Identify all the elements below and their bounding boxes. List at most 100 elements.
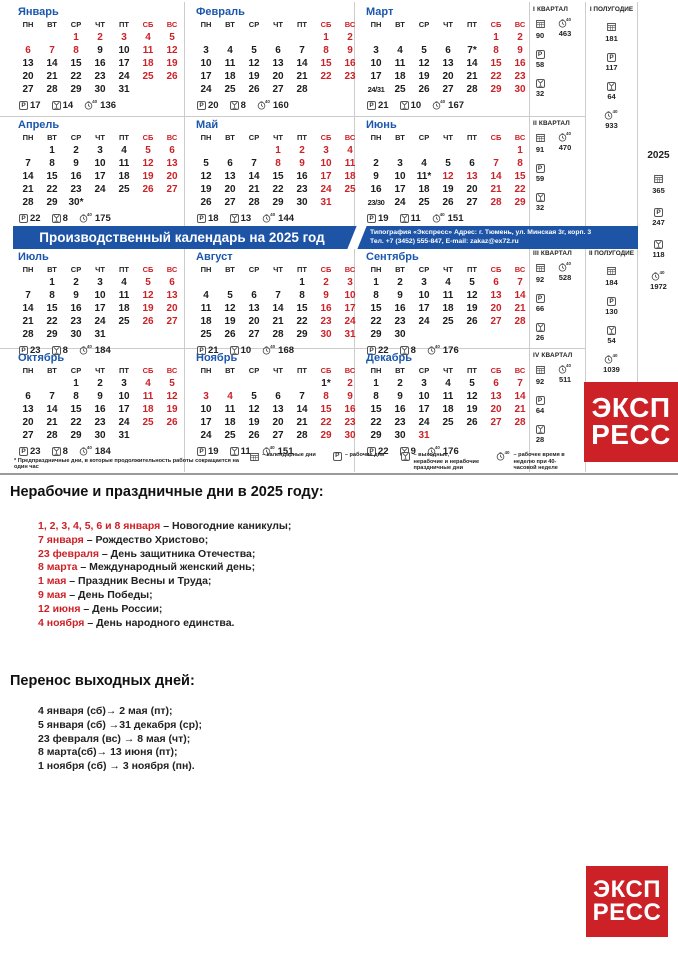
calendar-days-icon: [250, 452, 259, 464]
legend-item-text: – рабочие дни: [344, 452, 385, 458]
day-cell: 7*: [467, 45, 477, 56]
transfer-item: 1 ноября (сб) → 3 ноября (пн).: [38, 760, 195, 773]
day-cell: 20: [166, 171, 178, 182]
divider: [0, 348, 585, 349]
day-cell: 14: [248, 171, 260, 182]
day-cell: 11: [344, 158, 356, 169]
day-cell: 30: [344, 430, 356, 441]
day-cell: 26: [166, 417, 178, 428]
day-cell: 23: [344, 417, 356, 428]
day-cell: 11: [442, 290, 454, 301]
weekday-header: ВС: [166, 20, 178, 29]
work-hours-icon: 40: [257, 99, 271, 110]
work-hours-icon: 40: [558, 131, 572, 142]
weekday-header: ВС: [166, 366, 178, 375]
day-cell: 9: [97, 45, 103, 56]
legend-item-text: – календарные дни: [262, 452, 316, 458]
weekday-header: ПН: [22, 20, 34, 29]
day-cell: 5: [203, 158, 209, 169]
day-cell: 21: [22, 316, 34, 327]
day-cell: 28: [272, 329, 284, 340]
holiday-name: – Праздник Весны и Труда;: [69, 575, 212, 588]
working-days-count: 130: [605, 307, 618, 316]
stat-work-hours-count: 40 1972: [650, 270, 668, 291]
off-days-count: 8: [62, 446, 68, 457]
empty-cell: [508, 328, 532, 341]
weekday-header: ВТ: [395, 366, 405, 375]
day-cell: 4: [445, 378, 451, 389]
stat-off-days-count: 28: [531, 425, 549, 444]
work-hours-stat: 40 144: [262, 212, 294, 224]
holidays-section-title: Нерабочие и праздничные дни в 2025 году:: [10, 484, 324, 500]
empty-cell: [16, 31, 40, 44]
working-days-count: 23: [30, 345, 41, 356]
calendar-days-icon: [607, 22, 616, 33]
day-cell: 1: [493, 32, 499, 43]
day-cell: 7: [25, 158, 31, 169]
holiday-name: – День Победы;: [69, 588, 153, 601]
calendar-days-count: 184: [605, 278, 618, 287]
day-cell: 27: [490, 316, 502, 327]
weekday-header: ПТ: [467, 133, 477, 142]
day-cell: 8: [73, 45, 79, 56]
day-cell: 1: [373, 378, 379, 389]
month-july: Июль ПН ВТ СР ЧТ ПТ СБ ВС 1 2 3 4 5 6 7 8 9 10 11 12 13 14 15 1…: [16, 251, 184, 357]
day-cell: 7: [49, 45, 55, 56]
day-cell: 17: [344, 303, 356, 314]
weekday-header: ПТ: [119, 366, 129, 375]
weekday-header: ВС: [514, 133, 526, 142]
empty-cell: [484, 429, 508, 442]
day-cell: 26: [442, 197, 454, 208]
day-cell: 13: [442, 58, 454, 69]
off-days-icon: [399, 214, 409, 223]
day-cell: 21: [46, 71, 58, 82]
day-cell: 25: [442, 316, 454, 327]
day-cell: 29: [272, 197, 284, 208]
off-days-icon: [535, 79, 545, 88]
off-days-count: 10: [410, 100, 422, 111]
month-summary: Р 19 11 40 151: [367, 212, 532, 224]
weekday-header: ВТ: [395, 133, 405, 142]
weekday-header: ПН: [22, 366, 34, 375]
working-days-stat: Р 22: [19, 213, 41, 224]
month-may: Май ПН ВТ СР ЧТ ПТ СБ ВС 1 2 3 4 5 6 7 8 9 10 11 12 13 14 15 16…: [194, 119, 362, 225]
express-logo: ЭКСП РЕСС: [584, 382, 678, 462]
day-cell: 11: [394, 58, 406, 69]
holiday-name: – День народного единства.: [87, 616, 235, 629]
stat-calendar-days-count: 184: [603, 266, 621, 287]
day-cell: 1: [49, 277, 55, 288]
work-hours-stat: 40 176: [427, 344, 459, 356]
day-cell: 6: [445, 45, 451, 56]
day-cell: 24: [118, 71, 130, 82]
day-cell: 27: [224, 197, 236, 208]
weekday-header: ВС: [514, 20, 526, 29]
day-cell: 29: [46, 197, 58, 208]
work-hours-count: 167: [448, 100, 465, 111]
day-cell: 5: [227, 290, 233, 301]
day-cell: 27: [22, 430, 34, 441]
day-cell: 15: [272, 171, 284, 182]
day-cell: 22: [70, 71, 82, 82]
day-cell: 12: [224, 303, 236, 314]
work-hours-icon: 40: [496, 450, 510, 461]
day-cell: 31: [118, 430, 130, 441]
day-cell: 6: [275, 391, 281, 402]
off-days-stat: 11: [399, 213, 421, 224]
day-cell: 21: [46, 417, 58, 428]
logo-line2: РЕСС: [592, 898, 662, 926]
empty-cell: [436, 31, 460, 44]
day-cell: 4: [203, 290, 209, 301]
transfer-item: 5 января (сб) →31 декабря (ср);: [38, 718, 203, 731]
month-summary: Р 21 10 40 167: [367, 99, 532, 111]
day-cell: 9: [517, 45, 523, 56]
off-days-icon: [229, 101, 239, 110]
working-days-count: 58: [535, 60, 545, 69]
weekday-header: ВТ: [47, 366, 57, 375]
quarter-stats: 91 40 470 Р 59 32: [531, 131, 583, 212]
day-cell: 20: [224, 184, 236, 195]
working-days-stat: Р 17: [19, 100, 41, 111]
day-cell: 5: [145, 277, 151, 288]
empty-cell: [194, 31, 218, 44]
day-cell: 16: [94, 404, 106, 415]
day-cell: 5: [445, 158, 451, 169]
